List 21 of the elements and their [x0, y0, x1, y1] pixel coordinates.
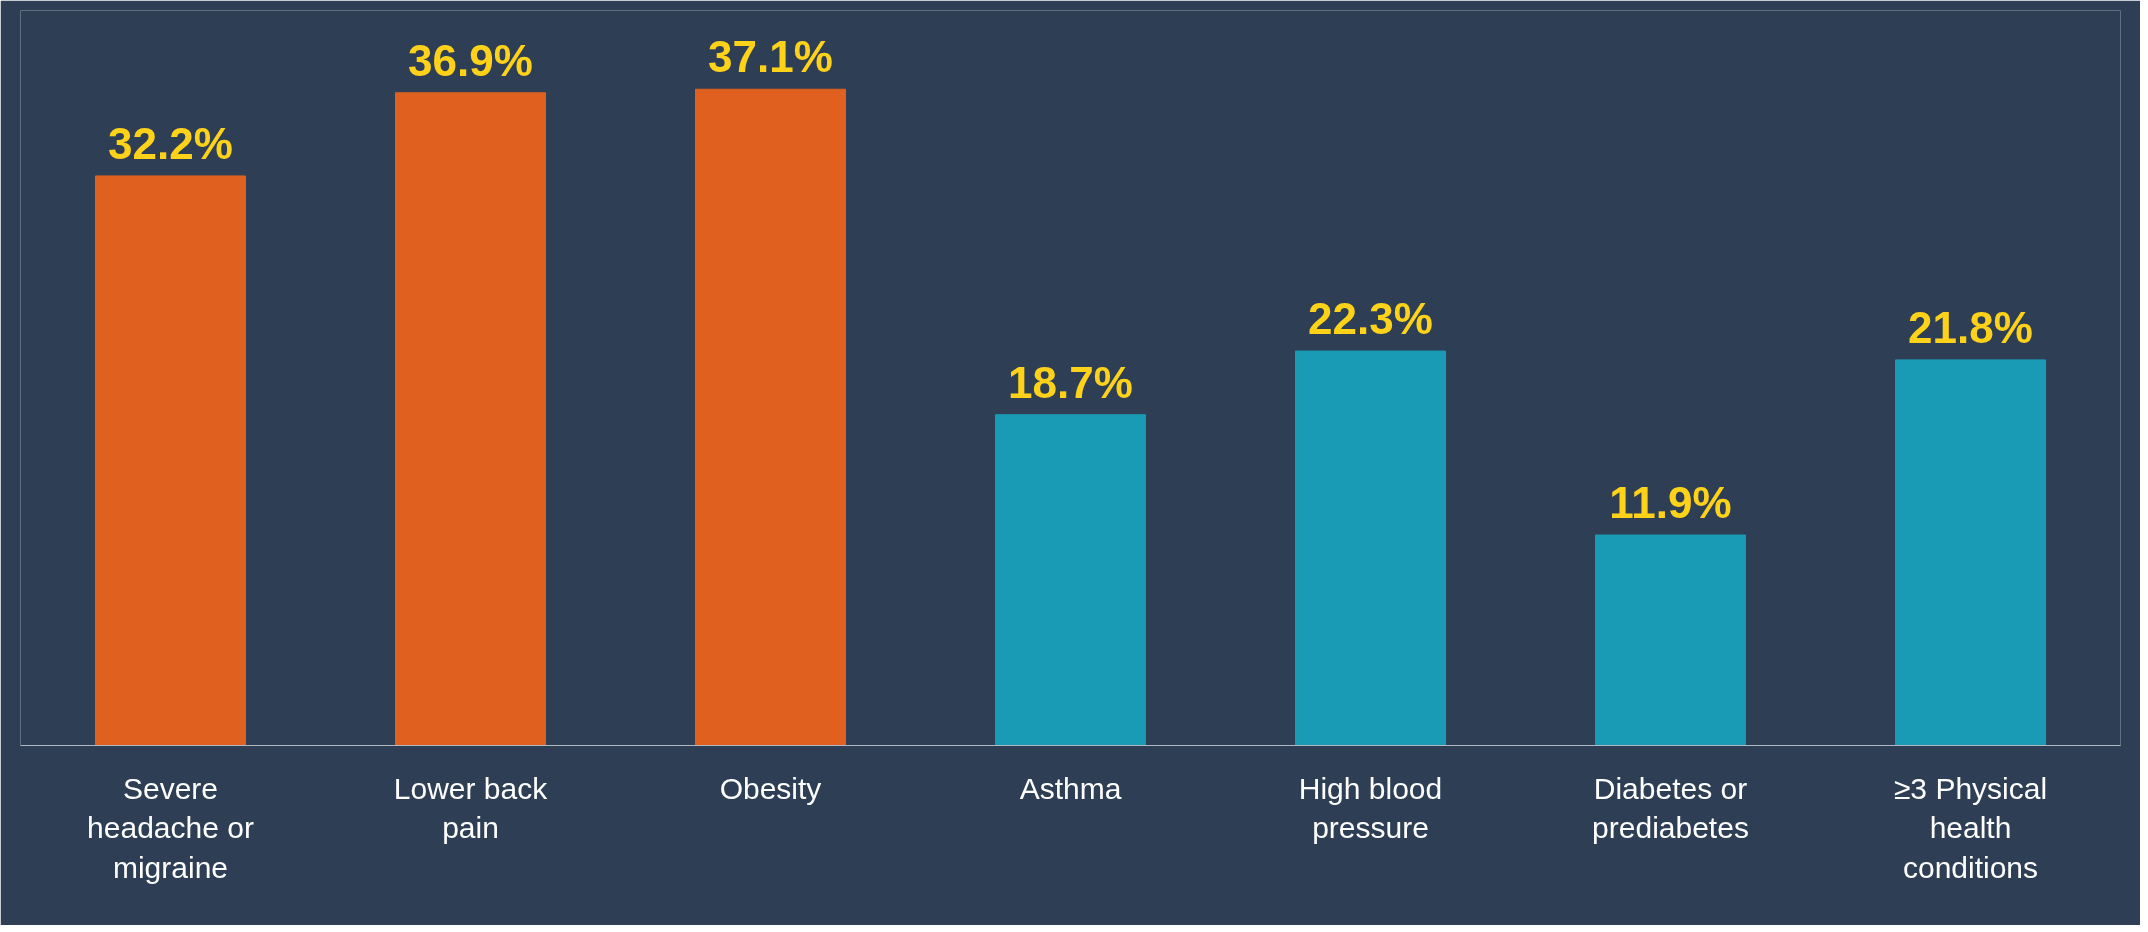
bar: [1895, 359, 2046, 746]
bar: [395, 92, 546, 746]
data-label: 32.2%: [108, 118, 233, 168]
bar: [95, 175, 246, 746]
data-label: 21.8%: [1908, 302, 2033, 352]
bar: [1595, 534, 1746, 746]
data-label: 37.1%: [708, 32, 833, 82]
data-label: 18.7%: [1008, 357, 1133, 407]
x-tick-label: ≥3 Physical health conditions: [1893, 771, 2048, 884]
x-tick-label: High blood pressure: [1298, 771, 1443, 845]
data-label: 22.3%: [1308, 294, 1433, 344]
x-tick-label: Diabetes or prediabetes: [1592, 771, 1749, 845]
x-tick-label: Asthma: [1019, 771, 1122, 805]
x-tick-label: Obesity: [719, 771, 822, 805]
bar: [995, 414, 1146, 746]
bar: [1295, 350, 1446, 746]
x-tick-label: Lower back pain: [393, 771, 549, 845]
data-label: 11.9%: [1609, 478, 1732, 527]
bar: [695, 88, 846, 746]
x-tick-label: Severe headache or migraine: [87, 771, 254, 884]
data-label: 36.9%: [408, 35, 533, 85]
